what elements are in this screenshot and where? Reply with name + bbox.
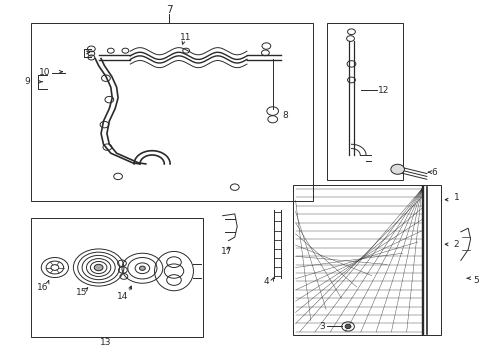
Text: 16: 16 [37,283,48,292]
Text: 8: 8 [282,111,287,120]
Circle shape [94,264,103,271]
Text: 17: 17 [220,247,232,256]
Text: 2: 2 [453,240,458,249]
Text: 1: 1 [453,193,458,202]
Text: 6: 6 [431,168,437,177]
Circle shape [390,164,404,174]
Bar [292,185,441,336]
Text: 3: 3 [318,322,324,331]
Text: 14: 14 [117,292,128,301]
Text: 11: 11 [180,33,191,42]
Text: 9: 9 [25,77,30,86]
Text: 10: 10 [39,68,50,77]
Text: 7: 7 [165,5,172,15]
Bar [30,23,312,202]
Circle shape [345,324,350,329]
Text: 15: 15 [76,288,87,297]
Text: 13: 13 [100,338,111,347]
Bar [326,23,402,180]
Text: 12: 12 [377,86,389,95]
Text: 5: 5 [472,275,478,284]
Bar [30,217,203,337]
Text: 4: 4 [263,277,268,286]
Circle shape [139,266,145,270]
